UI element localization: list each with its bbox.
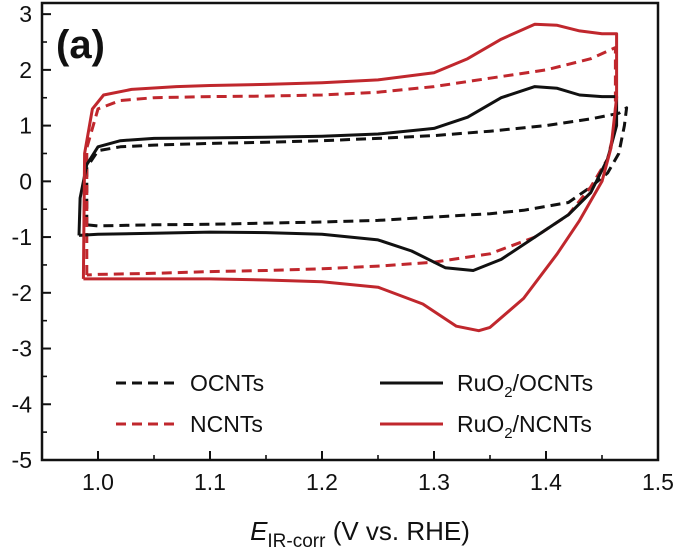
series-layer — [77, 22, 629, 333]
x-axis-symbol: E — [250, 516, 268, 546]
x-tick-label: 1.0 — [82, 469, 114, 495]
y-tick-label: 1 — [19, 113, 32, 139]
legend-label-ruo2-ocnts: RuO2/OCNTs — [457, 370, 593, 401]
x-tick-label: 1.5 — [642, 469, 674, 495]
legend-text-ruo2-ncnts-post: /NCNTs — [513, 411, 592, 437]
y-tick-label: -4 — [12, 391, 33, 417]
legend-label-ocnts: OCNTs — [190, 370, 264, 396]
y-tick-label: -3 — [12, 336, 32, 362]
x-tick-label: 1.2 — [306, 469, 338, 495]
y-tick-label: -1 — [12, 224, 32, 250]
legend-text-ruo2-ncnts-sub: 2 — [504, 425, 512, 442]
legend-label-ncnts: NCNTs — [190, 411, 263, 437]
y-tick-label: 2 — [19, 57, 32, 83]
x-axis-unit: (V vs. RHE) — [325, 516, 469, 546]
series-line-ocnts — [85, 106, 629, 228]
legend-label-ruo2-ncnts: RuO2/NCNTs — [457, 411, 592, 442]
x-tick-label: 1.1 — [194, 469, 226, 495]
legend-text-ruo2-ncnts-pre: RuO — [457, 411, 504, 437]
ticks-layer: 1.0 1.1 1.2 1.3 1.4 1.5 3 2 1 0 -1 -2 -3 -4 -5 — [12, 1, 674, 495]
x-tick-label: 1.4 — [530, 469, 562, 495]
y-tick-label: 0 — [19, 168, 32, 194]
series-line-ruo2-ncnts — [81, 22, 619, 333]
panel-label: (a) — [56, 23, 105, 67]
legend-text-ruo2-ocnts-post: /OCNTs — [513, 370, 594, 396]
legend-text-ruo2-ocnts-pre: RuO — [457, 370, 504, 396]
legend-text-ruo2-ocnts-sub: 2 — [504, 384, 512, 401]
series-line-ncnts — [85, 46, 617, 277]
x-axis-subscript: IR-corr — [267, 531, 326, 552]
y-tick-label: 3 — [19, 1, 32, 27]
x-axis-title: EIR-corr (V vs. RHE) — [250, 516, 470, 552]
plot-frame — [40, 1, 660, 462]
legend: OCNTs NCNTs RuO2/OCNTs RuO2/NCNTs — [116, 370, 593, 442]
series-line-ruo2-ocnts — [77, 85, 619, 272]
y-tick-label: -5 — [12, 447, 32, 473]
x-tick-label: 1.3 — [418, 469, 450, 495]
y-tick-label: -2 — [12, 280, 32, 306]
